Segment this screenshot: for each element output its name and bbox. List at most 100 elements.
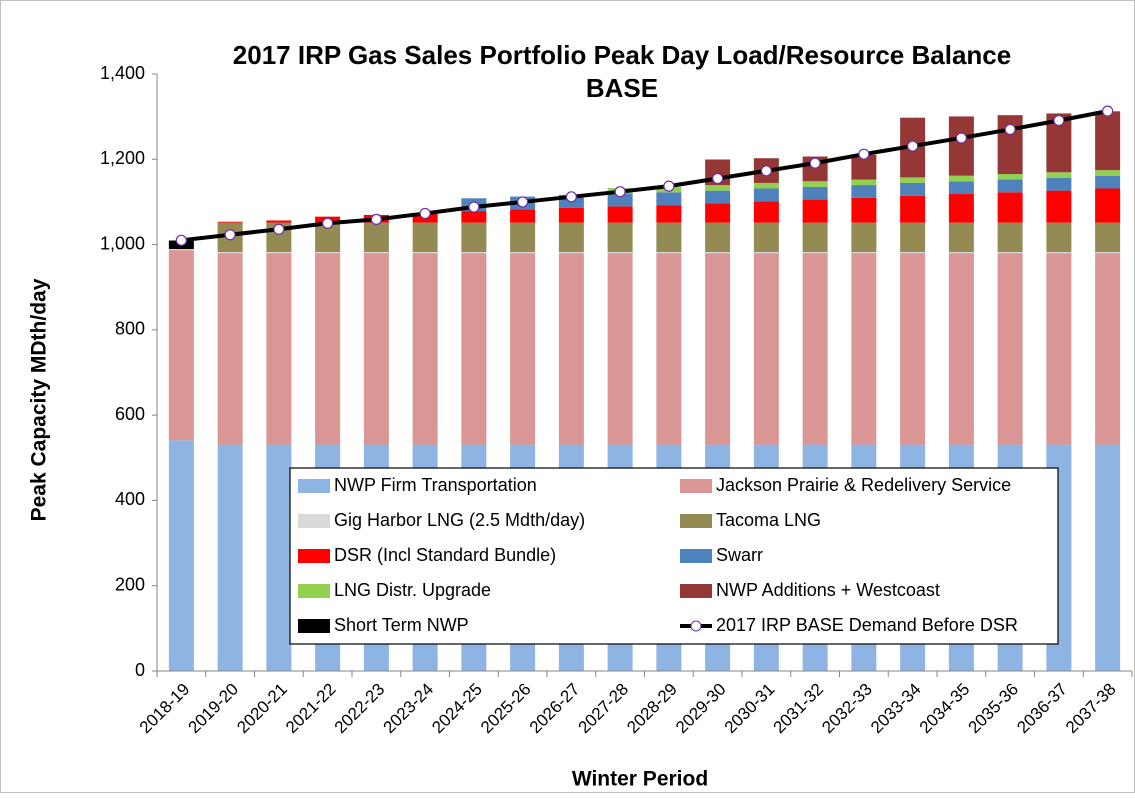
bar-segment [656,253,682,445]
demand-marker [370,213,382,226]
legend-label: Tacoma LNG [716,510,821,530]
bar-segment [753,252,779,254]
bar-segment [900,195,926,223]
bar-segment [461,222,487,253]
demand-marker [760,165,772,177]
demand-marker [517,196,529,208]
y-tick-label: 1,200 [100,148,145,168]
bar-segment [266,444,292,671]
legend-swatch [298,479,330,493]
bar-segment [168,249,194,251]
bar-segment [948,252,974,254]
bar-segment [656,192,682,206]
bar-segment [705,203,731,223]
legend-label: DSR (Incl Standard Bundle) [334,545,556,565]
bar-segment [558,252,584,254]
demand-marker [224,229,236,241]
bar-segment [266,252,292,254]
bar-segment [558,253,584,445]
bar-segment [168,250,194,441]
bar-segment [266,253,292,445]
demand-marker [809,157,821,169]
demand-marker [858,148,870,160]
bar-segment [363,253,389,445]
bar-segment [802,222,828,253]
legend-label: Jackson Prairie & Redelivery Service [716,475,1011,495]
bar-segment [948,194,974,223]
bar-segment [510,209,536,223]
y-tick-label: 0 [135,660,145,680]
bar-segment [1095,170,1121,176]
bar-segment [607,193,633,207]
legend-label: Swarr [716,545,763,565]
bar-segment [607,222,633,253]
demand-line [181,109,1109,243]
bar-segment [900,252,926,254]
legend-box [289,467,1059,645]
demand-marker [614,186,626,198]
bar-segment [997,222,1023,253]
demand-marker [468,201,480,213]
bar-segment [168,440,194,671]
legend-swatch [680,514,712,528]
demand-marker [565,191,577,203]
demand-marker [955,132,967,144]
bar-segment [802,253,828,445]
bar-segment [217,221,243,223]
y-tick-label: 1,400 [100,63,145,83]
y-tick-label: 200 [115,574,145,594]
bar-segment [510,253,536,445]
bar-segment [851,185,877,198]
bar-segment [1046,177,1072,191]
demand-marker [419,207,431,220]
bar-segment [802,199,828,223]
y-tick-label: 800 [115,319,145,339]
legend-swatch [298,549,330,563]
bar-segment [656,222,682,253]
bar-segment [997,192,1023,223]
bar-segment [315,252,341,254]
bar-segment [802,181,828,187]
demand-marker [1102,105,1114,117]
bar-segment [607,206,633,223]
bar-segment [315,253,341,445]
y-tick-label: 1,000 [100,233,145,253]
demand-marker [175,234,187,246]
bar-segment [412,222,438,253]
bar-segment [1095,252,1121,254]
legend-swatch [680,479,712,493]
bar-segment [412,253,438,445]
demand-marker [663,180,675,192]
bar-segment [851,197,877,223]
bar-segment [997,179,1023,193]
legend-marker [690,620,702,632]
y-axis-label: Peak Capacity MDth/day [28,278,51,521]
bar-segment [1095,111,1121,171]
bar-segment [656,252,682,254]
y-tick-label: 400 [115,489,145,509]
legend-swatch [298,514,330,528]
bar-segment [1046,190,1072,223]
legend-label: NWP Firm Transportation [334,475,537,495]
legend-swatch [680,584,712,598]
legend-label: Short Term NWP [334,615,469,635]
bar-segment [705,252,731,254]
bar-segment [363,222,389,253]
bar-segment [1046,172,1072,178]
legend-swatch [680,549,712,563]
legend-label: NWP Additions + Westcoast [716,580,940,600]
demand-marker [712,172,724,185]
bar-segment [461,252,487,254]
bar-segment [900,177,926,183]
chart-title: 2017 IRP Gas Sales Portfolio Peak Day Lo… [233,40,1011,70]
bar-segment [851,252,877,254]
bar-segment [948,253,974,445]
bar-segment [266,220,292,223]
bar-segment [412,252,438,254]
bar-segment [851,179,877,186]
bar-segment [997,173,1023,180]
bar-segment [851,222,877,253]
bar-segment [510,252,536,254]
demand-marker [1004,123,1016,136]
